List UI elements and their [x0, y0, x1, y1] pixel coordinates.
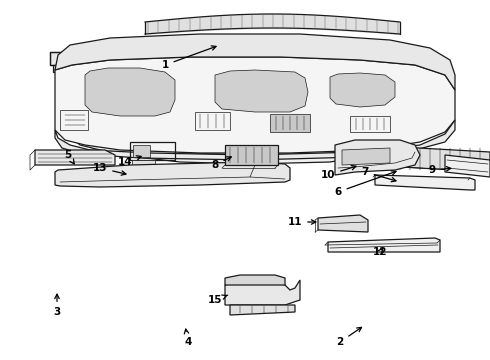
Text: 3: 3 [53, 294, 61, 317]
Text: 5: 5 [64, 150, 74, 164]
Polygon shape [55, 162, 290, 187]
Polygon shape [50, 52, 80, 65]
Polygon shape [130, 108, 180, 135]
Text: 12: 12 [373, 247, 387, 257]
Polygon shape [225, 280, 300, 305]
Text: 13: 13 [93, 163, 126, 175]
Polygon shape [300, 102, 380, 130]
Polygon shape [85, 68, 175, 116]
Polygon shape [58, 78, 428, 164]
Polygon shape [330, 73, 395, 107]
Text: 9: 9 [428, 165, 451, 175]
Polygon shape [328, 238, 440, 252]
Polygon shape [76, 102, 100, 117]
Polygon shape [215, 70, 308, 112]
Polygon shape [225, 145, 278, 165]
Text: 11: 11 [288, 217, 316, 227]
Polygon shape [133, 145, 150, 157]
Polygon shape [35, 150, 115, 165]
Polygon shape [335, 140, 420, 175]
Polygon shape [365, 145, 490, 172]
Polygon shape [72, 65, 77, 72]
Text: 8: 8 [211, 157, 231, 170]
Polygon shape [445, 155, 490, 177]
Polygon shape [53, 65, 58, 72]
Polygon shape [375, 175, 475, 190]
Text: 2: 2 [336, 327, 362, 347]
Polygon shape [55, 34, 455, 90]
Polygon shape [132, 160, 155, 165]
Polygon shape [225, 275, 285, 285]
Polygon shape [318, 215, 368, 232]
Text: 15: 15 [208, 295, 228, 305]
Polygon shape [55, 57, 455, 153]
Polygon shape [55, 120, 455, 160]
Text: 1: 1 [161, 46, 216, 70]
Text: 4: 4 [184, 329, 192, 347]
Text: 10: 10 [321, 166, 356, 180]
Text: 7: 7 [361, 167, 396, 182]
Text: 14: 14 [118, 156, 141, 167]
Polygon shape [230, 305, 295, 315]
Text: 6: 6 [334, 171, 396, 197]
Polygon shape [270, 114, 310, 132]
Polygon shape [342, 148, 390, 165]
